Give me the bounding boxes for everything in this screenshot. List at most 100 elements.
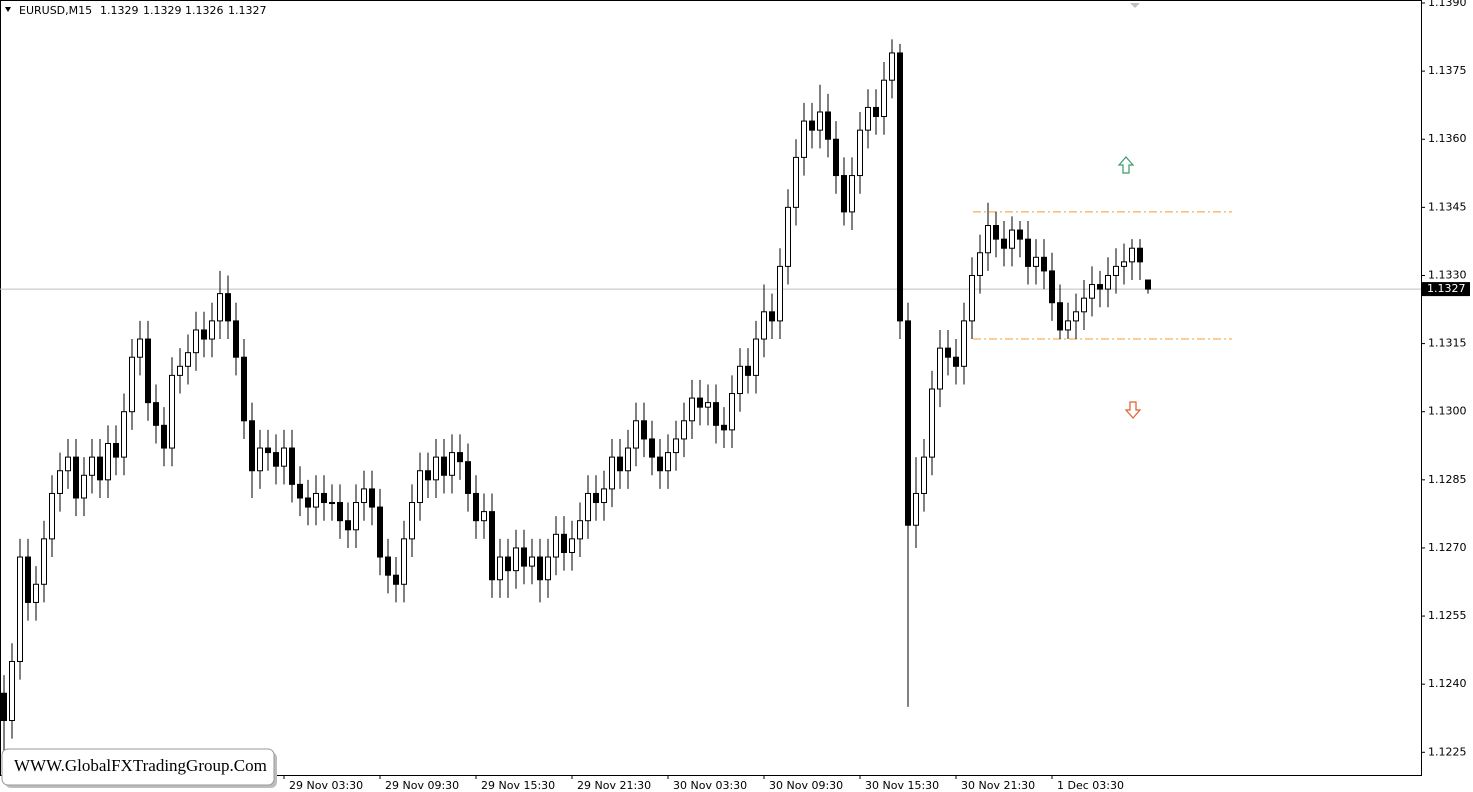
candle-body [289, 447, 295, 485]
x-tick-label: 29 Nov 09:30 [385, 779, 459, 792]
candle-body [153, 402, 159, 426]
candle-body [681, 420, 687, 440]
candle-body [689, 397, 695, 422]
candle-body [777, 265, 783, 322]
candle-body [953, 356, 959, 367]
down-arrow [1124, 401, 1142, 419]
candle-body [937, 347, 943, 390]
candle-body [145, 338, 151, 404]
candle-body [889, 52, 895, 81]
candle-body [377, 506, 383, 558]
y-tick-label: 1.1225 [1428, 745, 1467, 758]
candle-body [849, 175, 855, 213]
candle-body [745, 365, 751, 376]
candle-body [537, 556, 543, 581]
candle-body [1, 692, 7, 722]
candle-body [393, 574, 399, 585]
candle-body [433, 456, 439, 481]
candle-body [561, 533, 567, 553]
candle-body [697, 397, 703, 408]
header-high: 1.1329 [143, 4, 182, 17]
candle-body [1025, 238, 1031, 267]
candle-body [57, 470, 63, 494]
candle-body [73, 456, 79, 499]
candle-body [753, 338, 759, 376]
candle-body [865, 106, 871, 131]
candle-body [457, 452, 463, 463]
candle-body [113, 442, 119, 458]
candle-body [737, 365, 743, 395]
candle-body [729, 393, 735, 431]
candle-body [305, 497, 311, 508]
y-tick-label: 1.1255 [1428, 609, 1467, 622]
candle-body [761, 311, 767, 340]
candle-body [593, 492, 599, 504]
candle-body [577, 520, 583, 540]
candle-body [489, 511, 495, 581]
candle-body [1105, 274, 1111, 290]
candle-body [665, 452, 671, 472]
candle-body [601, 488, 607, 504]
candle-body [545, 556, 551, 581]
candle-body [1009, 229, 1015, 249]
candle-body [1113, 265, 1119, 276]
x-tick-label: 29 Nov 21:30 [577, 779, 651, 792]
signal-arrows [1117, 156, 1142, 419]
candle-body [1137, 247, 1143, 263]
watermark-box [1, 748, 275, 786]
candle-body [505, 556, 511, 572]
candle-body [945, 347, 951, 358]
candle-body [649, 438, 655, 458]
candle-body [33, 583, 39, 603]
x-tick-label: 29 Nov 03:30 [289, 779, 363, 792]
candle-body [497, 556, 503, 581]
y-tick-label: 1.1390 [1428, 0, 1467, 9]
x-tick-label: 30 Nov 03:30 [673, 779, 747, 792]
candle-body [705, 402, 711, 408]
candle-body [401, 538, 407, 585]
candle-body [81, 474, 87, 499]
candle-body [481, 511, 487, 522]
x-tick-label: 30 Nov 09:30 [769, 779, 843, 792]
candle-body [185, 352, 191, 367]
candle-body [513, 547, 519, 572]
candle-body [1049, 270, 1055, 304]
candle-body [329, 502, 335, 505]
candle-body [897, 52, 903, 322]
candle-body [345, 520, 351, 531]
candle-body [137, 338, 143, 358]
candle-body [553, 533, 559, 558]
candle-body [449, 452, 455, 476]
candle-body [1041, 256, 1047, 272]
y-tick-label: 1.1375 [1428, 64, 1467, 77]
candle-body [425, 470, 431, 481]
candle-body [1129, 247, 1135, 263]
candle-body [817, 111, 823, 131]
plot-frame [0, 0, 1422, 776]
candle-body [49, 492, 55, 540]
y-tick-label: 1.1300 [1428, 405, 1467, 418]
candle-body [177, 365, 183, 376]
header-open: 1.1329 [100, 4, 139, 17]
candle-body [209, 320, 215, 340]
candle-body [369, 488, 375, 508]
candle-body [993, 225, 999, 240]
candle-body [273, 452, 279, 467]
y-tick-label: 1.1240 [1428, 677, 1467, 690]
candle-body [1057, 302, 1063, 331]
shift-marker [1130, 3, 1140, 8]
y-tick-label: 1.1285 [1428, 473, 1467, 486]
candle-body [1065, 320, 1071, 331]
candle-body [41, 538, 47, 585]
x-tick-label: 30 Nov 21:30 [961, 779, 1035, 792]
candle-body [313, 492, 319, 508]
candle-body [833, 138, 839, 177]
menu-triangle[interactable] [5, 7, 11, 12]
x-tick-label: 29 Nov 15:30 [481, 779, 555, 792]
candle-body [161, 424, 167, 449]
candle-body [929, 388, 935, 458]
candle-body [193, 329, 199, 354]
candle-body [473, 492, 479, 522]
current-price-box [1422, 282, 1470, 297]
